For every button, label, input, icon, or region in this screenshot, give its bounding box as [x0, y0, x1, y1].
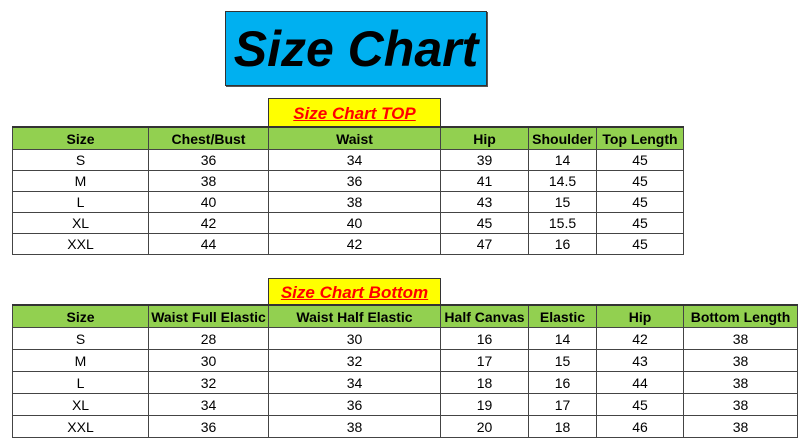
table-cell: 14.5: [528, 170, 597, 192]
table-row: M 38 36 41 14.5 45: [12, 170, 684, 192]
table-cell: 45: [596, 212, 684, 234]
table-cell: XXL: [12, 415, 149, 438]
table-cell: 45: [596, 149, 684, 171]
top-size-table: Size Chest/Bust Waist Hip Shoulder Top Length…: [12, 126, 684, 255]
table-cell: 34: [268, 371, 441, 394]
table-cell: 44: [596, 371, 684, 394]
table-cell: 16: [440, 327, 529, 350]
column-header: Half Canvas: [440, 304, 529, 328]
table-cell: 16: [528, 233, 597, 255]
table-cell: 38: [268, 191, 441, 213]
table-row: XL 34 36 19 17 45 38: [12, 393, 798, 416]
table-cell: 38: [683, 327, 798, 350]
table-cell: 46: [596, 415, 684, 438]
column-header: Waist Half Elastic: [268, 304, 441, 328]
table-cell: 47: [440, 233, 529, 255]
table-cell: 40: [268, 212, 441, 234]
table-row: M 30 32 17 15 43 38: [12, 349, 798, 372]
table-cell: 36: [148, 415, 269, 438]
table-cell: 34: [148, 393, 269, 416]
table-cell: 44: [148, 233, 269, 255]
table-cell: 38: [683, 393, 798, 416]
column-header: Waist: [268, 126, 441, 150]
column-header: Shoulder: [528, 126, 597, 150]
table-row: XXL 36 38 20 18 46 38: [12, 415, 798, 438]
table-cell: 15: [528, 191, 597, 213]
table-cell: 32: [268, 349, 441, 372]
table-cell: 18: [440, 371, 529, 394]
table-cell: 14: [528, 327, 597, 350]
table-cell: 28: [148, 327, 269, 350]
table-cell: M: [12, 349, 149, 372]
table-cell: 40: [148, 191, 269, 213]
table-cell: S: [12, 327, 149, 350]
column-header: Size: [12, 304, 149, 328]
table-row: S 36 34 39 14 45: [12, 149, 684, 171]
table-cell: 15.5: [528, 212, 597, 234]
table-cell: 45: [596, 191, 684, 213]
column-header: Chest/Bust: [148, 126, 269, 150]
table-cell: S: [12, 149, 149, 171]
table-cell: 34: [268, 149, 441, 171]
page-title: Size Chart: [225, 11, 487, 86]
table-cell: 32: [148, 371, 269, 394]
table-cell: 42: [148, 212, 269, 234]
table-cell: XL: [12, 212, 149, 234]
table-cell: 36: [268, 393, 441, 416]
table-cell: M: [12, 170, 149, 192]
table-row: L 32 34 18 16 44 38: [12, 371, 798, 394]
column-header: Top Length: [596, 126, 684, 150]
table-cell: 38: [683, 371, 798, 394]
table-cell: 30: [148, 349, 269, 372]
table-cell: 43: [596, 349, 684, 372]
table-cell: 17: [528, 393, 597, 416]
table-cell: 45: [596, 393, 684, 416]
table-cell: 15: [528, 349, 597, 372]
bottom-size-table: Size Waist Full Elastic Waist Half Elastic…: [12, 304, 798, 438]
column-header: Bottom Length: [683, 304, 798, 328]
table-cell: XXL: [12, 233, 149, 255]
column-header: Hip: [440, 126, 529, 150]
table-cell: 45: [596, 170, 684, 192]
header-row: Size Waist Full Elastic Waist Half Elastic…: [12, 304, 798, 328]
table-cell: L: [12, 191, 149, 213]
column-header: Waist Full Elastic: [148, 304, 269, 328]
table-cell: L: [12, 371, 149, 394]
table-cell: XL: [12, 393, 149, 416]
column-header: Hip: [596, 304, 684, 328]
table-row: S 28 30 16 14 42 38: [12, 327, 798, 350]
top-table-label: Size Chart TOP: [268, 98, 441, 128]
table-cell: 36: [148, 149, 269, 171]
column-header: Elastic: [528, 304, 597, 328]
table-cell: 42: [268, 233, 441, 255]
table-cell: 16: [528, 371, 597, 394]
table-row: XXL 44 42 47 16 45: [12, 233, 684, 255]
table-cell: 43: [440, 191, 529, 213]
table-cell: 41: [440, 170, 529, 192]
table-cell: 38: [683, 415, 798, 438]
table-cell: 20: [440, 415, 529, 438]
table-row: L 40 38 43 15 45: [12, 191, 684, 213]
table-cell: 17: [440, 349, 529, 372]
table-cell: 38: [683, 349, 798, 372]
table-cell: 18: [528, 415, 597, 438]
table-cell: 19: [440, 393, 529, 416]
table-cell: 42: [596, 327, 684, 350]
table-cell: 30: [268, 327, 441, 350]
table-cell: 45: [440, 212, 529, 234]
table-cell: 39: [440, 149, 529, 171]
table-cell: 36: [268, 170, 441, 192]
table-cell: 14: [528, 149, 597, 171]
table-cell: 38: [148, 170, 269, 192]
bottom-table-label: Size Chart Bottom: [268, 278, 441, 306]
header-row: Size Chest/Bust Waist Hip Shoulder Top Length: [12, 126, 684, 150]
column-header: Size: [12, 126, 149, 150]
table-cell: 38: [268, 415, 441, 438]
table-cell: 45: [596, 233, 684, 255]
table-row: XL 42 40 45 15.5 45: [12, 212, 684, 234]
